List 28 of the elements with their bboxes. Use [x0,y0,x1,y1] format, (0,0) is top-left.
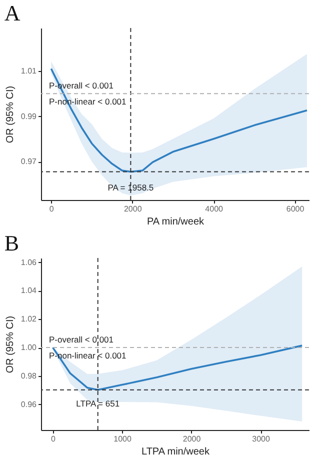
annotation: LTPA = 651 [76,398,120,409]
line-series [50,68,308,173]
x-axis-title: LTPA min/week [142,446,210,458]
annotation: PA = 1958.5 [108,182,154,193]
chart-title: B [4,230,20,256]
x-tick-label: 0 [51,434,56,444]
y-axis-title: OR (95% CI) [4,86,16,144]
y-tick-label: 0.99 [20,112,38,121]
x-tick-label: 4000 [205,204,224,214]
line-series [52,344,303,391]
y-tick-label: 0.98 [20,371,38,380]
y-tick-label: 1.02 [20,314,38,324]
y-tick-label: 0.97 [20,157,38,166]
y-tick-label: 1.04 [20,286,38,296]
x-tick-label: 6000 [286,204,305,214]
chart-title: A [4,0,20,26]
x-tick-label: 1000 [114,434,132,444]
x-axis-title: PA min/week [146,216,206,228]
annotation: P-overall < 0.001 [49,334,114,345]
x-tick-label: 0 [49,204,54,214]
y-tick-label: 1.06 [20,258,38,267]
x-tick-label: 3000 [252,434,270,444]
x-tick-label: 2000 [124,204,142,214]
y-tick-label: 0.96 [20,400,38,409]
y-axis-title: OR (95% CI) [4,316,16,374]
y-tick-label: 1.00 [20,343,38,352]
y-tick-label: 1.01 [20,66,38,76]
x-tick-label: 2000 [182,434,202,444]
